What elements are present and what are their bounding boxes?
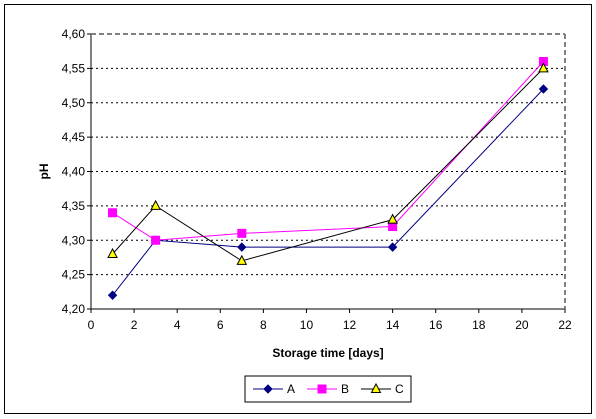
- x-tick-label: 22: [558, 318, 572, 332]
- data-point-c: [107, 247, 118, 258]
- data-point-c: [538, 62, 549, 73]
- x-tick-label: 14: [386, 318, 400, 332]
- data-point-a: [237, 242, 247, 252]
- x-tick-label: 20: [515, 318, 529, 332]
- y-tick-label: 4,45: [62, 130, 86, 144]
- x-tick-label: 0: [88, 318, 95, 332]
- y-tick-label: 4,20: [62, 302, 86, 316]
- legend-label-b: B: [341, 382, 349, 396]
- y-tick-label: 4,30: [62, 233, 86, 247]
- data-point-b: [388, 222, 398, 231]
- legend-marker-a: [263, 384, 273, 394]
- x-tick-label: 6: [217, 318, 224, 332]
- data-point-b: [108, 208, 118, 218]
- y-tick-label: 4,60: [62, 27, 86, 41]
- series-line-b: [112, 61, 544, 241]
- y-tick-label: 4,25: [62, 268, 86, 282]
- x-axis-title: Storage time [days]: [272, 346, 383, 360]
- series-line-a: [112, 88, 544, 296]
- data-point-a: [107, 290, 118, 300]
- y-tick-label: 4,35: [62, 199, 86, 213]
- data-point-c: [387, 213, 398, 224]
- data-point-b: [151, 235, 161, 245]
- x-tick-label: 2: [131, 318, 138, 332]
- x-tick-label: 10: [300, 318, 314, 332]
- legend-label-c: C: [395, 382, 404, 396]
- x-tick-label: 18: [472, 318, 486, 332]
- y-tick-label: 4,40: [62, 165, 86, 179]
- data-point-b: [237, 228, 247, 238]
- x-tick-label: 4: [174, 318, 181, 332]
- legend-marker-b: [317, 384, 327, 394]
- x-tick-label: 16: [429, 318, 443, 332]
- y-axis-title: pH: [37, 164, 51, 180]
- x-tick-label: 12: [343, 318, 357, 332]
- chart-frame: [4, 4, 592, 414]
- y-tick-label: 4,50: [62, 96, 86, 110]
- x-tick-label: 8: [260, 318, 267, 332]
- data-point-c: [150, 199, 161, 210]
- y-tick-label: 4,55: [62, 61, 86, 75]
- data-point-c: [236, 254, 248, 265]
- data-point-a: [538, 84, 549, 94]
- legend-label-a: A: [287, 382, 295, 396]
- legend-marker-c: [370, 382, 382, 393]
- series-line-c: [112, 68, 544, 262]
- data-point-a: [387, 242, 398, 252]
